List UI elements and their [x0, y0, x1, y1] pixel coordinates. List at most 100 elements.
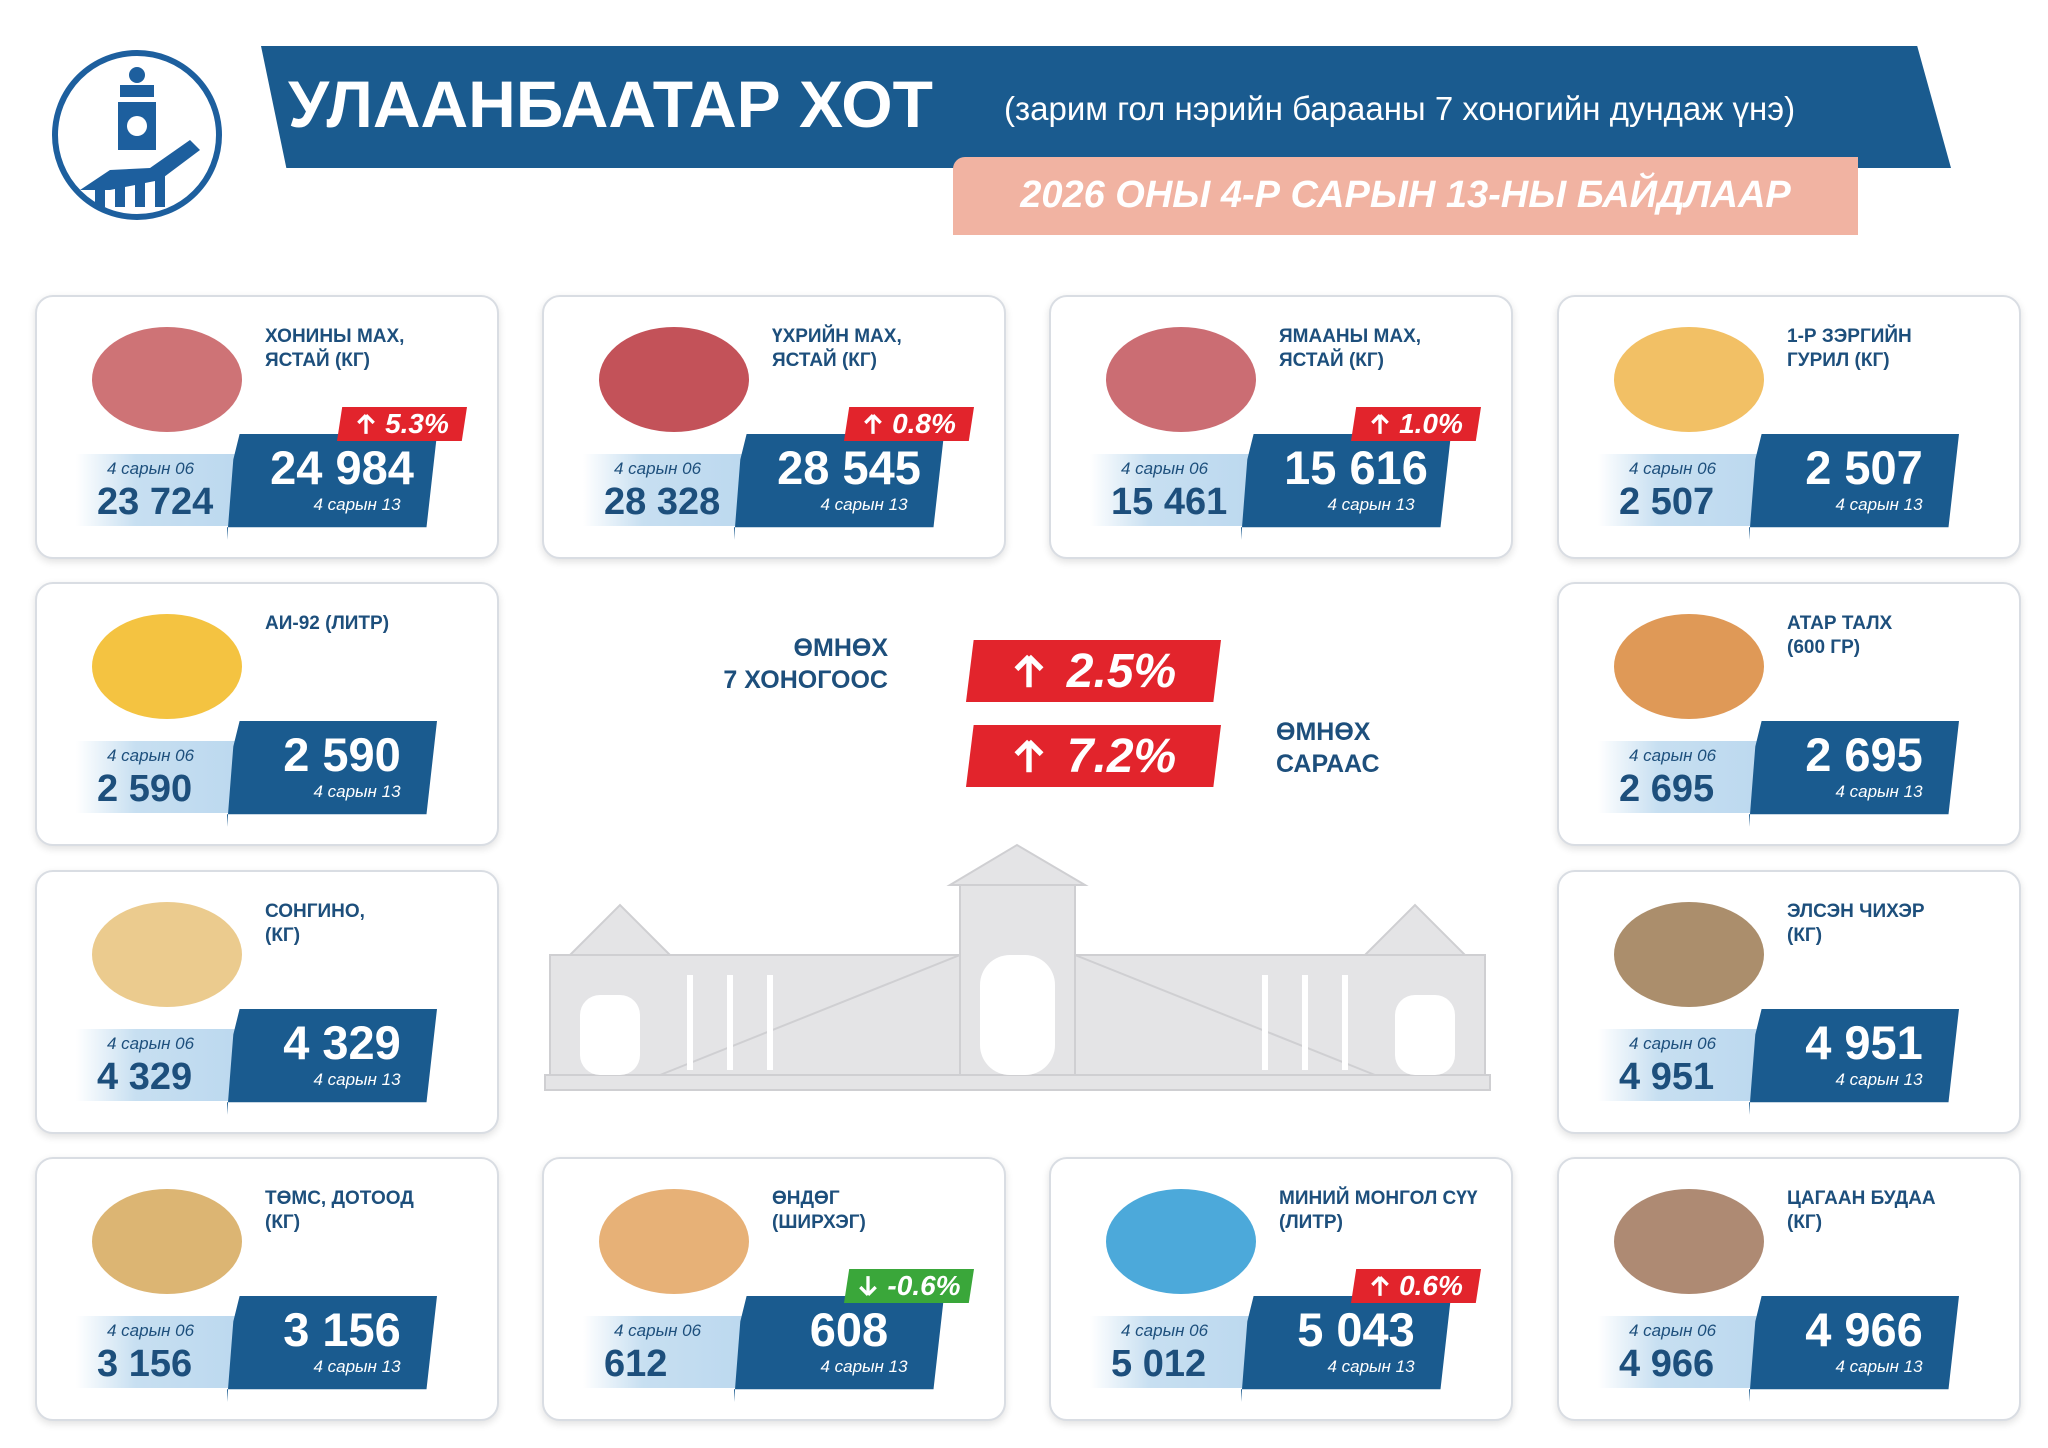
- change-badge: 1.0%: [1351, 407, 1481, 441]
- logo: [52, 50, 222, 220]
- prev-date: 4 сарын 06: [1629, 1321, 1717, 1340]
- product-name-line: АИ-92 (ЛИТР): [265, 613, 390, 634]
- product-name: ҮХРИЙН МАХ, ЯСТАЙ (КГ): [772, 325, 902, 373]
- product-name-line: ХОНИНЫ МАХ,: [265, 326, 405, 347]
- current-date: 4 сарын 13: [820, 1357, 908, 1376]
- title-banner: [261, 46, 1951, 168]
- product-name-line: (600 ГР): [1787, 637, 1861, 658]
- product-name-line: (КГ): [265, 1212, 301, 1233]
- change-value: 0.6%: [1399, 1270, 1463, 1301]
- product-card: ТӨМС, ДОТООД (КГ) 4 сарын 06 3 156 3 156 4 са…: [35, 1157, 499, 1421]
- current-box: [227, 1296, 437, 1402]
- trend-arrow: [1014, 739, 1044, 773]
- product-card: ӨНДӨГ (ШИРХЭГ) 4 сарын 06 612 608 4 сарын 13 -…: [542, 1157, 1006, 1421]
- product-illustration: [1614, 327, 1764, 432]
- product-illustration: [1106, 327, 1256, 432]
- prev-price: 28 328: [604, 481, 721, 523]
- prev-date: 4 сарын 06: [107, 1034, 195, 1053]
- product-name: СОНГИНО, (КГ): [265, 900, 365, 948]
- product-name-line: ЯСТАЙ (КГ): [265, 350, 370, 371]
- product-illustration: [1614, 902, 1764, 1007]
- product-card: АТАР ТАЛХ (600 ГР) 4 сарын 06 2 695 2 695 4 с…: [1557, 582, 2021, 846]
- current-date: 4 сарын 13: [1835, 1357, 1923, 1376]
- product-name: ХОНИНЫ МАХ, ЯСТАЙ (КГ): [265, 325, 404, 373]
- current-date: 4 сарын 13: [1835, 1070, 1923, 1089]
- product-name-line: ТӨМС, ДОТООД: [265, 1188, 414, 1209]
- product-name-line: ҮХРИЙН МАХ,: [772, 326, 902, 347]
- prev-price: 2 507: [1619, 481, 1715, 523]
- current-date: 4 сарын 13: [1835, 782, 1923, 801]
- prev-price: 15 461: [1111, 481, 1228, 523]
- product-name-line: СОНГИНО,: [265, 901, 365, 922]
- product-name-line: (ЛИТР): [1279, 1212, 1343, 1233]
- product-illustration: [1106, 1189, 1256, 1294]
- product-card: АИ-92 (ЛИТР) 4 сарын 06 2 590 2 590 4 сарын …: [35, 582, 499, 846]
- trend-arrow: [1371, 414, 1389, 434]
- current-price: 2 695: [1805, 728, 1923, 781]
- current-date: 4 сарын 13: [313, 495, 401, 514]
- current-box: [1241, 1296, 1451, 1402]
- product-name: ТӨМС, ДОТООД (КГ): [265, 1187, 414, 1235]
- product-card: ҮХРИЙН МАХ, ЯСТАЙ (КГ) 4 сарын 06 28 328 28 …: [542, 295, 1006, 559]
- product-illustration: [1614, 614, 1764, 719]
- change-badge: 0.6%: [1351, 1269, 1481, 1303]
- product-name-line: ЯМААНЫ МАХ,: [1279, 326, 1422, 347]
- summary-label-line: 7 ХОНОГООС: [723, 666, 888, 694]
- current-box: [227, 721, 437, 827]
- current-date: 4 сарын 13: [313, 1357, 401, 1376]
- summary-label-line: ӨМНӨХ: [793, 634, 888, 662]
- summary-label: ӨМНӨХ 7 ХОНОГООС: [723, 632, 888, 696]
- date-banner: [953, 157, 1858, 235]
- product-name-line: ГУРИЛ (КГ): [1787, 350, 1890, 371]
- current-box: [1749, 1296, 1959, 1402]
- product-card: ЭЛСЭН ЧИХЭР (КГ) 4 сарын 06 4 951 4 951 4 сар…: [1557, 870, 2021, 1134]
- product-name-line: (КГ): [1787, 925, 1823, 946]
- product-card: ЦАГААН БУДАА (КГ) 4 сарын 06 4 966 4 966 4 са…: [1557, 1157, 2021, 1421]
- product-name-line: 1-Р ЗЭРГИЙН: [1787, 326, 1912, 347]
- product-name-line: МИНИЙ МОНГОЛ СҮҮ: [1279, 1188, 1478, 1209]
- product-name-line: ЯСТАЙ (КГ): [1279, 350, 1384, 371]
- product-card: ЯМААНЫ МАХ, ЯСТАЙ (КГ) 4 сарын 06 15 461 15 …: [1049, 295, 1513, 559]
- product-name: АТАР ТАЛХ (600 ГР): [1787, 612, 1892, 660]
- product-name-line: ЭЛСЭН ЧИХЭР: [1787, 901, 1925, 922]
- summary-badge: 2.5%: [966, 640, 1221, 702]
- change-value: 0.8%: [892, 408, 956, 439]
- current-price: 608: [809, 1303, 889, 1356]
- change-badge: 5.3%: [337, 407, 467, 441]
- title: УЛААНБААТАР ХОТ: [288, 67, 933, 141]
- product-name-line: (КГ): [265, 925, 301, 946]
- current-date: 4 сарын 13: [313, 782, 401, 801]
- current-price: 3 156: [283, 1303, 401, 1356]
- prev-date: 4 сарын 06: [614, 1321, 702, 1340]
- current-price: 24 984: [270, 441, 414, 494]
- current-date: 4 сарын 13: [820, 495, 908, 514]
- product-illustration: [92, 327, 242, 432]
- current-box: [227, 1009, 437, 1115]
- prev-price: 612: [604, 1343, 668, 1385]
- prev-date: 4 сарын 06: [107, 1321, 195, 1340]
- prev-price: 5 012: [1111, 1343, 1207, 1385]
- current-price: 2 507: [1805, 441, 1923, 494]
- product-name-line: ӨНДӨГ: [772, 1188, 840, 1209]
- current-date: 4 сарын 13: [313, 1070, 401, 1089]
- product-card: СОНГИНО, (КГ) 4 сарын 06 4 329 4 329 4 сарын …: [35, 870, 499, 1134]
- change-badge: 0.8%: [844, 407, 974, 441]
- change-value: 1.0%: [1399, 408, 1463, 439]
- current-date: 4 сарын 13: [1327, 495, 1415, 514]
- product-name: МИНИЙ МОНГОЛ СҮҮ (ЛИТР): [1279, 1187, 1477, 1235]
- product-card: 1-Р ЗЭРГИЙН ГУРИЛ (КГ) 4 сарын 06 2 507 2 50…: [1557, 295, 2021, 559]
- current-box: [734, 434, 944, 540]
- prev-price: 4 951: [1619, 1056, 1715, 1098]
- product-name: ӨНДӨГ (ШИРХЭГ): [772, 1187, 866, 1235]
- current-box: [227, 434, 437, 540]
- current-date: 4 сарын 13: [1327, 1357, 1415, 1376]
- change-badge: -0.6%: [844, 1269, 974, 1303]
- current-box: [734, 1296, 944, 1402]
- product-name-line: ЦАГААН БУДАА: [1787, 1188, 1936, 1209]
- prev-price: 3 156: [97, 1343, 193, 1385]
- prev-date: 4 сарын 06: [107, 746, 195, 765]
- product-name: ЭЛСЭН ЧИХЭР (КГ): [1787, 900, 1925, 948]
- summary-label: ӨМНӨХ САРААС: [1276, 716, 1380, 780]
- trend-arrow: [859, 1276, 878, 1296]
- change-value: -0.6%: [887, 1270, 961, 1301]
